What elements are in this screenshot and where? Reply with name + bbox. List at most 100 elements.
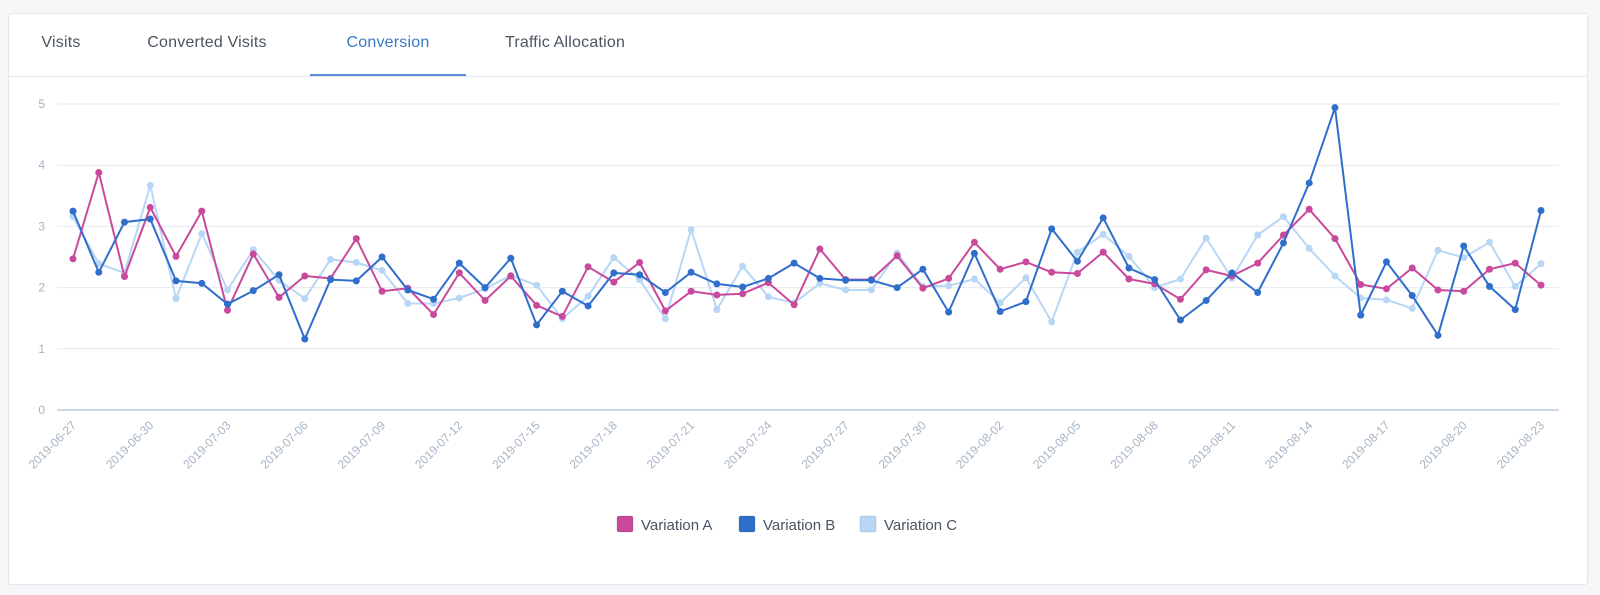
data-point[interactable]: [970, 238, 978, 246]
data-point[interactable]: [661, 288, 669, 296]
data-point[interactable]: [1022, 258, 1030, 266]
data-point[interactable]: [1485, 238, 1493, 246]
data-point[interactable]: [198, 207, 206, 215]
data-point[interactable]: [687, 287, 695, 295]
data-point[interactable]: [1279, 213, 1287, 221]
data-point[interactable]: [172, 277, 180, 285]
data-point[interactable]: [533, 281, 541, 289]
data-point[interactable]: [301, 295, 309, 303]
data-point[interactable]: [95, 169, 103, 177]
data-point[interactable]: [224, 286, 232, 294]
data-point[interactable]: [1228, 269, 1236, 277]
data-point[interactable]: [1202, 266, 1210, 274]
data-point[interactable]: [69, 255, 77, 263]
data-point[interactable]: [764, 293, 772, 301]
data-point[interactable]: [919, 265, 927, 273]
data-point[interactable]: [378, 287, 386, 295]
data-point[interactable]: [1254, 259, 1262, 267]
legend-item[interactable]: Variation B: [738, 515, 835, 534]
data-point[interactable]: [1125, 275, 1133, 283]
data-point[interactable]: [1022, 298, 1030, 306]
data-point[interactable]: [893, 284, 901, 292]
data-point[interactable]: [816, 274, 824, 282]
data-point[interactable]: [172, 252, 180, 260]
data-point[interactable]: [996, 265, 1004, 273]
data-point[interactable]: [739, 290, 747, 298]
data-point[interactable]: [198, 230, 206, 238]
data-point[interactable]: [867, 276, 875, 284]
data-point[interactable]: [1537, 281, 1545, 289]
data-point[interactable]: [224, 300, 232, 308]
data-point[interactable]: [687, 268, 695, 276]
data-point[interactable]: [1125, 264, 1133, 272]
data-point[interactable]: [533, 321, 541, 329]
legend-item[interactable]: Variation A: [616, 515, 712, 534]
data-point[interactable]: [610, 269, 618, 277]
data-point[interactable]: [1485, 282, 1493, 290]
data-point[interactable]: [558, 312, 566, 320]
data-point[interactable]: [1331, 272, 1339, 280]
data-point[interactable]: [1408, 304, 1416, 312]
data-point[interactable]: [970, 275, 978, 283]
data-point[interactable]: [1434, 286, 1442, 294]
data-point[interactable]: [301, 335, 309, 343]
data-point[interactable]: [1408, 264, 1416, 272]
data-point[interactable]: [1125, 252, 1133, 260]
data-point[interactable]: [764, 274, 772, 282]
data-point[interactable]: [636, 259, 644, 267]
data-point[interactable]: [558, 287, 566, 295]
data-point[interactable]: [584, 263, 592, 271]
data-point[interactable]: [1254, 288, 1262, 296]
data-point[interactable]: [1151, 276, 1159, 284]
data-point[interactable]: [1073, 257, 1081, 265]
data-point[interactable]: [1073, 248, 1081, 256]
data-point[interactable]: [739, 262, 747, 270]
data-point[interactable]: [1511, 259, 1519, 267]
data-point[interactable]: [507, 272, 515, 280]
data-point[interactable]: [533, 301, 541, 309]
data-point[interactable]: [816, 245, 824, 253]
data-point[interactable]: [1511, 282, 1519, 290]
data-point[interactable]: [945, 274, 953, 282]
data-point[interactable]: [481, 284, 489, 292]
data-point[interactable]: [146, 203, 154, 211]
data-point[interactable]: [1305, 179, 1313, 187]
data-point[interactable]: [970, 249, 978, 257]
data-point[interactable]: [249, 250, 257, 258]
data-point[interactable]: [1357, 311, 1365, 319]
data-point[interactable]: [455, 269, 463, 277]
tab-conversion[interactable]: Conversion: [310, 14, 466, 76]
data-point[interactable]: [1176, 316, 1184, 324]
data-point[interactable]: [352, 277, 360, 285]
data-point[interactable]: [1202, 234, 1210, 242]
data-point[interactable]: [1022, 274, 1030, 282]
data-point[interactable]: [867, 286, 875, 294]
data-point[interactable]: [275, 271, 283, 279]
tab-traffic-allocation[interactable]: Traffic Allocation: [504, 34, 626, 51]
data-point[interactable]: [481, 296, 489, 304]
data-point[interactable]: [327, 255, 335, 263]
data-point[interactable]: [1331, 235, 1339, 243]
data-point[interactable]: [739, 283, 747, 291]
data-point[interactable]: [1305, 244, 1313, 252]
data-point[interactable]: [1434, 331, 1442, 339]
data-point[interactable]: [1048, 318, 1056, 326]
data-point[interactable]: [404, 286, 412, 294]
data-point[interactable]: [1511, 306, 1519, 314]
data-point[interactable]: [1279, 239, 1287, 247]
data-point[interactable]: [1382, 296, 1390, 304]
data-point[interactable]: [790, 301, 798, 309]
data-point[interactable]: [1460, 254, 1468, 262]
data-point[interactable]: [146, 215, 154, 223]
data-point[interactable]: [69, 207, 77, 215]
data-point[interactable]: [1073, 270, 1081, 278]
tab-visits[interactable]: Visits: [41, 34, 81, 51]
data-point[interactable]: [378, 266, 386, 274]
data-point[interactable]: [1176, 275, 1184, 283]
data-point[interactable]: [1537, 260, 1545, 268]
data-point[interactable]: [1460, 287, 1468, 295]
data-point[interactable]: [636, 271, 644, 279]
data-point[interactable]: [1537, 206, 1545, 214]
data-point[interactable]: [610, 278, 618, 286]
data-point[interactable]: [636, 276, 644, 284]
